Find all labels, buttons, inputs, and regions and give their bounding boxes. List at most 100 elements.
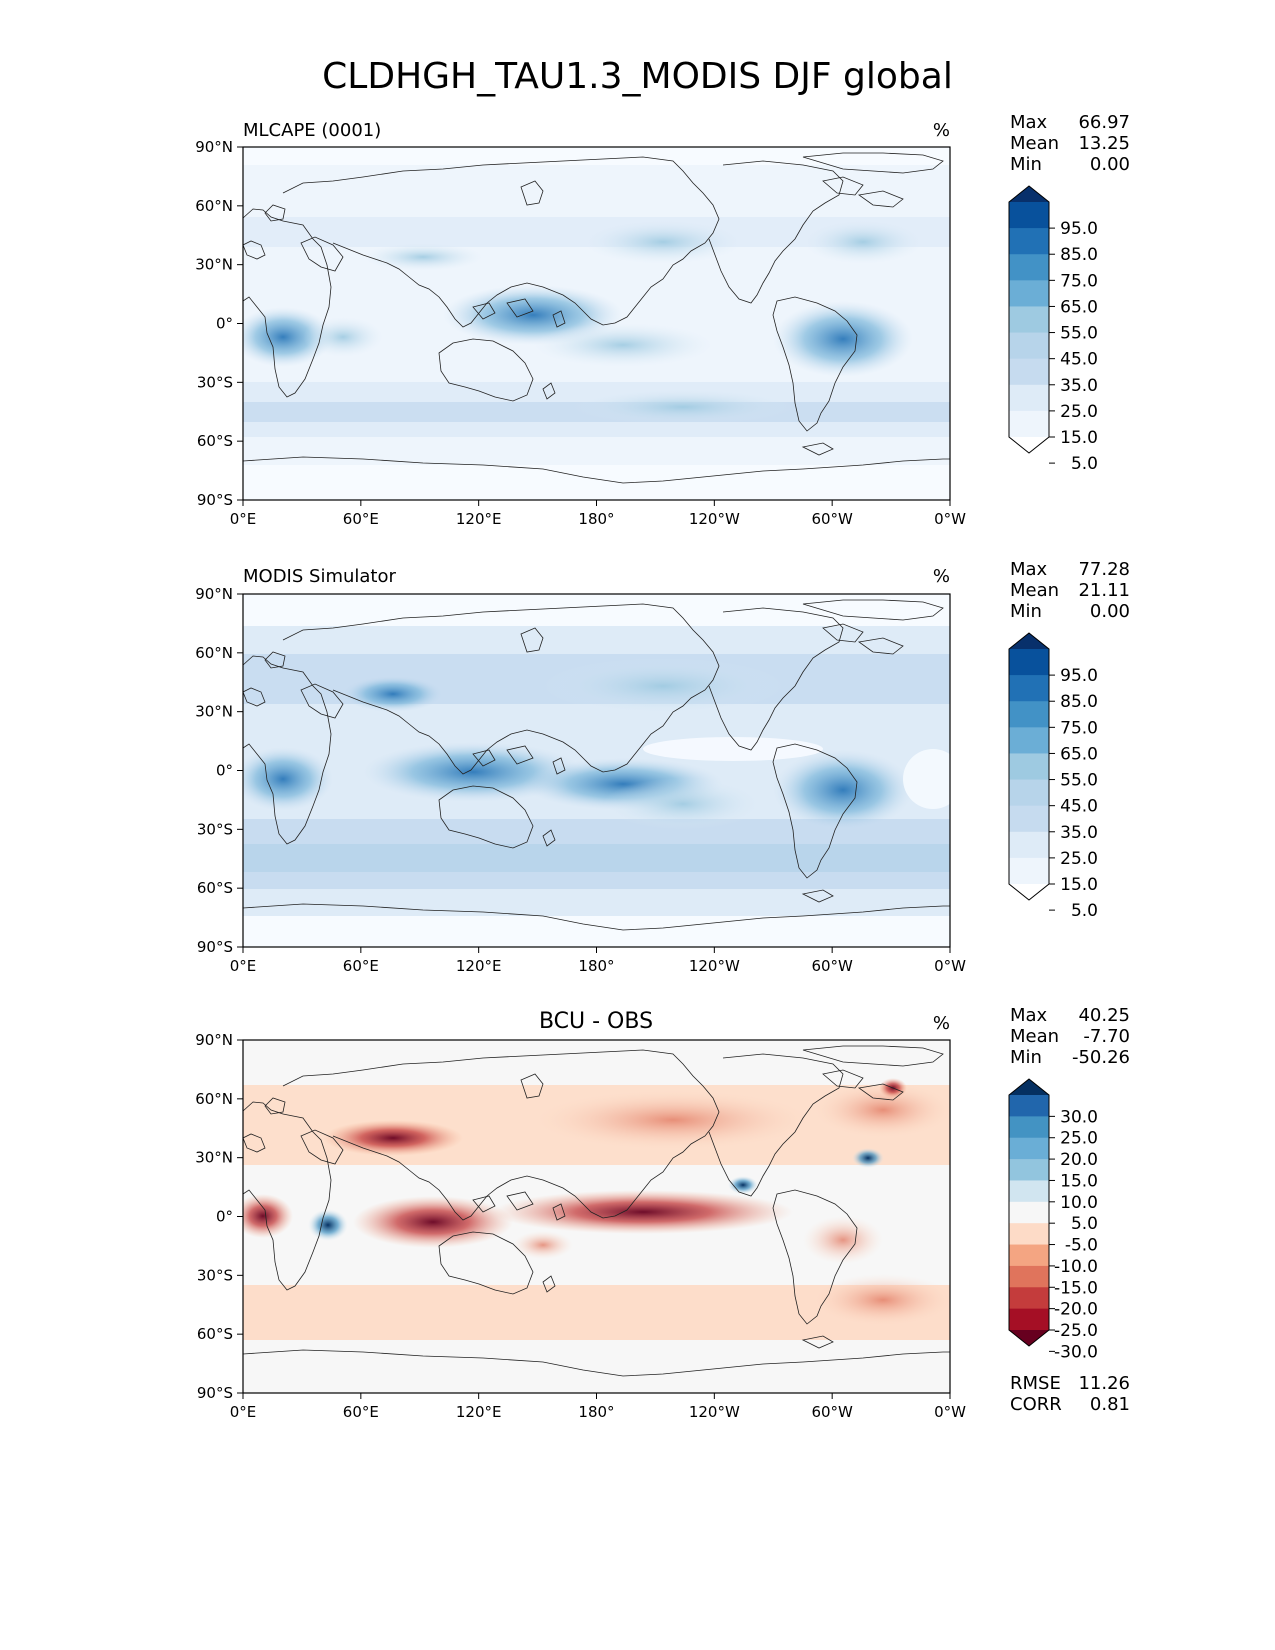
metric-value: 11.26 (1078, 1373, 1130, 1394)
stat-label: Mean (1010, 133, 1059, 154)
stat-label: Mean (1010, 1026, 1059, 1047)
lat-tick-label: 90°S (197, 491, 233, 509)
colorbar: 95.0 85.0 75.0 65.0 55.0 45.0 35.0 25.0 15.0 5.0 (1008, 185, 1098, 474)
stat-label: Mean (1010, 580, 1059, 601)
lat-tick-label: 90°S (197, 1384, 233, 1402)
colorbar-segment (1009, 1308, 1049, 1331)
lat-tick-label: 90°N (195, 138, 233, 156)
page-title: CLDHGH_TAU1.3_MODIS DJF global (322, 56, 953, 97)
colorbar-segment (1009, 384, 1049, 412)
stat-value: 0.00 (1090, 154, 1130, 175)
lat-tick-label: 30°S (197, 820, 233, 838)
colorbar-tick-label: 15.0 (1060, 875, 1098, 895)
colorbar-tick-label: 30.0 (1060, 1107, 1098, 1127)
colorbar-tick-label: 35.0 (1060, 823, 1098, 843)
lon-axis: 0°E 60°E 120°E 180° 120°W 60°W 0°W (230, 947, 966, 975)
colorbar-tick-label: 5.0 (1071, 1214, 1098, 1234)
colorbar-segment (1009, 280, 1049, 307)
colorbar-segment (1009, 701, 1049, 728)
lon-tick-label: 180° (578, 957, 614, 975)
stat-value: 21.11 (1078, 580, 1130, 601)
colorbar-tick-label: 55.0 (1060, 324, 1098, 344)
lon-tick-label: 60°E (343, 1403, 379, 1421)
stat-value: 66.97 (1078, 112, 1130, 133)
stats-box: Max 40.25 Mean -7.70 Min -50.26 (1010, 1005, 1130, 1068)
colorbar-tick-label: 5.0 (1071, 454, 1098, 474)
colorbar-tick-label: 65.0 (1060, 744, 1098, 764)
colorbar-tick-label: 45.0 (1060, 797, 1098, 817)
metric-label: RMSE (1010, 1373, 1061, 1394)
stat-label: Max (1010, 1005, 1048, 1026)
panel-title-left: MLCAPE (0001) (243, 120, 381, 141)
lon-tick-label: 120°W (689, 510, 740, 528)
metrics-box: RMSE 11.26 CORR 0.81 (1010, 1373, 1130, 1415)
lon-tick-label: 0°W (934, 1403, 966, 1421)
colorbar-tick-label: 75.0 (1060, 718, 1098, 738)
stat-value: 40.25 (1078, 1005, 1130, 1026)
metric-value: 0.81 (1090, 1394, 1130, 1415)
colorbar-segment (1009, 1159, 1049, 1181)
lat-axis: 90°N 60°N 30°N 0° 30°S 60°S 90°S (195, 585, 243, 956)
colorbar-tick-label: 10.0 (1060, 1193, 1098, 1213)
colorbar-tick-label: 15.0 (1060, 1171, 1098, 1191)
stat-value: 77.28 (1078, 559, 1130, 580)
lat-tick-label: 90°S (197, 938, 233, 956)
lat-tick-label: 60°N (195, 644, 233, 662)
colorbar-segment (1009, 857, 1049, 885)
panel-units: % (933, 1013, 950, 1034)
stat-label: Max (1010, 559, 1048, 580)
lon-tick-label: 60°W (811, 957, 853, 975)
colorbar-tick-label: 85.0 (1060, 245, 1098, 265)
lat-tick-label: 60°N (195, 1090, 233, 1108)
colorbar-tick-label: 65.0 (1060, 297, 1098, 317)
colorbar-segment (1009, 306, 1049, 334)
panel-test: MLCAPE (0001) % 90 (195, 112, 1130, 528)
colorbar-tick-label: 95.0 (1060, 219, 1098, 239)
stat-value: 0.00 (1090, 601, 1130, 622)
lat-tick-label: 90°N (195, 1031, 233, 1049)
lat-axis: 90°N 60°N 30°N 0° 30°S 60°S 90°S (195, 1031, 243, 1402)
colorbar-tick-label: 55.0 (1060, 771, 1098, 791)
colorbar-segment (1009, 228, 1049, 255)
colorbar-segment (1009, 1116, 1049, 1139)
lat-tick-label: 60°S (197, 1325, 233, 1343)
colorbar-tick-label: -30.0 (1054, 1342, 1098, 1362)
map-reference (242, 593, 951, 948)
colorbar-tick-label: 20.0 (1060, 1150, 1098, 1170)
colorbar-tick-label: 35.0 (1060, 376, 1098, 396)
lon-tick-label: 120°W (689, 957, 740, 975)
colorbar-segment (1009, 1244, 1049, 1267)
lon-axis: 0°E 60°E 120°E 180° 120°W 60°W 0°W (230, 500, 966, 528)
stat-value: -7.70 (1083, 1026, 1130, 1047)
colorbar-segment (1009, 831, 1049, 859)
lat-tick-label: 0° (216, 315, 233, 333)
lat-tick-label: 30°N (195, 1149, 233, 1167)
lat-tick-label: 60°S (197, 432, 233, 450)
lon-tick-label: 60°W (811, 1403, 853, 1421)
colorbar-extend-top (1009, 633, 1049, 649)
colorbar-tick-label: 25.0 (1060, 402, 1098, 422)
stat-label: Min (1010, 1047, 1042, 1068)
lat-tick-label: 60°N (195, 197, 233, 215)
colorbar-tick-label: 25.0 (1060, 849, 1098, 869)
lat-tick-label: 0° (216, 762, 233, 780)
colorbar-tick-label: 5.0 (1071, 901, 1098, 921)
colorbar-segment (1009, 202, 1049, 229)
stat-label: Max (1010, 112, 1048, 133)
lon-tick-label: 60°W (811, 510, 853, 528)
stats-box: Max 66.97 Mean 13.25 Min 0.00 (1010, 112, 1130, 175)
panel-difference: BCU - OBS % (195, 1005, 1130, 1421)
colorbar-tick-label: 75.0 (1060, 271, 1098, 291)
colorbar-extend-bottom (1009, 1330, 1049, 1346)
colorbar-tick-label: -15.0 (1054, 1278, 1098, 1298)
colorbar-segment (1009, 675, 1049, 702)
lat-axis: 90°N 60°N 30°N 0° 30°S 60°S 90°S (195, 138, 243, 509)
panel-units: % (933, 566, 950, 587)
colorbar-segment (1009, 1201, 1049, 1224)
lon-tick-label: 60°E (343, 510, 379, 528)
colorbar-segment (1009, 410, 1049, 438)
lat-tick-label: 30°N (195, 256, 233, 274)
lon-tick-label: 0°E (230, 510, 257, 528)
colorbar-segment (1009, 779, 1049, 807)
lon-tick-label: 120°E (456, 510, 502, 528)
